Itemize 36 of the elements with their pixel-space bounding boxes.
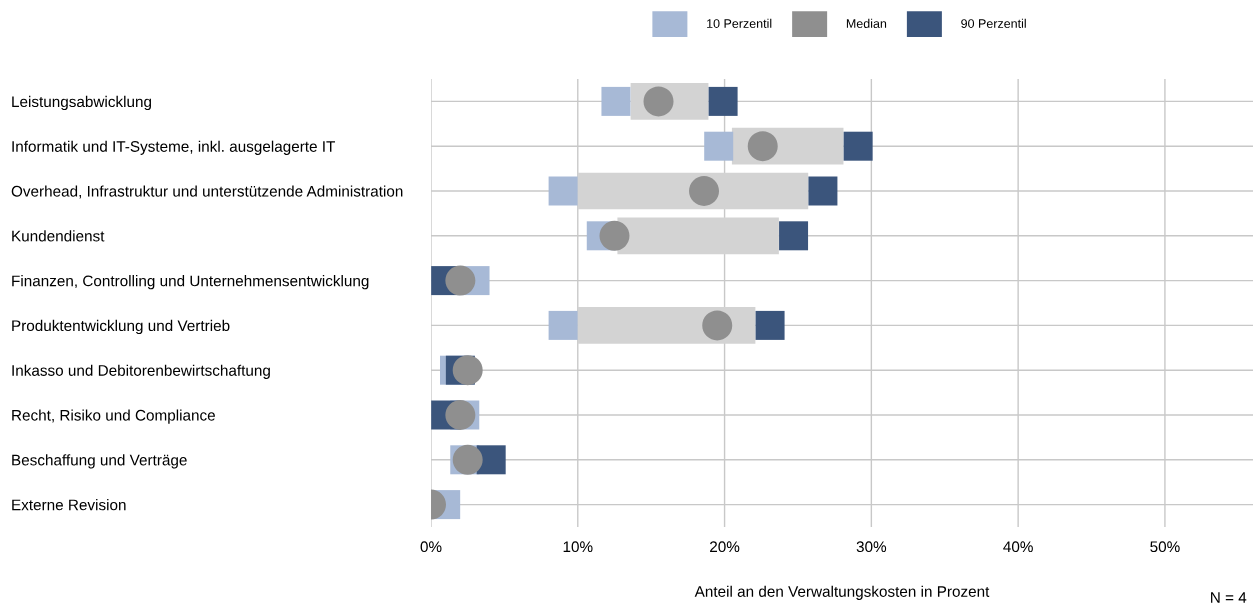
y-tick-label: Finanzen, Controlling und Unternehmensentwicklung [12, 275, 369, 290]
x-tick-label: 40% [1003, 541, 1033, 553]
y-tick-label: Recht, Risiko und Compliance [12, 409, 215, 424]
point [601, 86, 631, 116]
point [548, 310, 578, 340]
point [445, 265, 476, 296]
y-tick-label: Beschaffung und Verträge [12, 454, 187, 469]
legend-label: Median [846, 18, 887, 28]
y-tick-label: Leistungsabwicklung [12, 95, 151, 111]
point [755, 310, 785, 340]
legend-label: 10 Perzentil [707, 18, 772, 28]
point [548, 176, 578, 206]
point [452, 355, 483, 386]
y-tick-label: Produktentwicklung und Vertrieb [12, 319, 230, 335]
point [599, 220, 630, 251]
point [704, 131, 734, 161]
point [747, 131, 778, 162]
y-tick-label: Informatik und IT-Systeme, inkl. ausgelagerte IT [12, 140, 336, 155]
legend-label: 90 Perzentil [961, 18, 1026, 28]
x-tick-label: 30% [856, 541, 887, 553]
x-tick-label: 50% [1150, 541, 1180, 553]
point [708, 86, 738, 116]
y-tick-label: Overhead, Infrastruktur und unterstützende Administration [11, 185, 403, 199]
x-tick-label: 10% [563, 541, 593, 553]
x-tick-label: 20% [710, 541, 740, 553]
x-tick-label: 0% [420, 541, 442, 553]
y-tick-label: Kundendienst [12, 230, 105, 242]
x-axis-title: Anteil an den Verwaltungskosten in Prozent [694, 585, 990, 600]
y-tick-label: Externe Revision [12, 499, 126, 511]
point [702, 310, 733, 341]
point [808, 176, 838, 206]
point [779, 221, 809, 251]
text: N = 4 [1211, 592, 1247, 603]
point [689, 176, 720, 206]
point [843, 131, 873, 161]
y-tick-label: Inkasso und Debitorenbewirtschaftung [12, 364, 270, 379]
